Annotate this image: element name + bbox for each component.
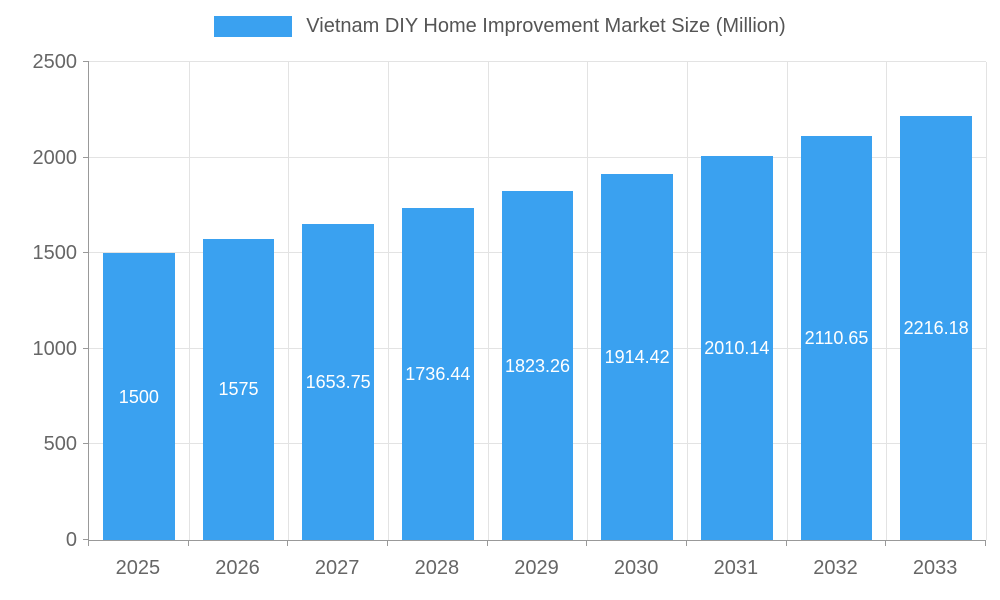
x-tick-label: 2030	[613, 557, 659, 579]
y-tick-label: 1500	[32, 242, 78, 265]
horizontal-gridline	[89, 156, 986, 158]
bar-2027	[302, 223, 375, 540]
y-tick-label: 1000	[32, 337, 78, 360]
bar-2026	[202, 238, 275, 540]
x-tick-label: 2027	[314, 557, 360, 579]
y-tick-label: 500	[43, 433, 77, 456]
x-tick-label: 2031	[713, 557, 759, 579]
y-axis-tick	[83, 61, 89, 62]
x-tick-label: 2029	[514, 557, 559, 579]
bar-value-label: 1653.75	[305, 371, 371, 392]
chart-title: Vietnam DIY Home Improvement Market Size…	[306, 14, 786, 37]
x-tick-label: 2033	[912, 557, 958, 579]
x-axis-tick	[586, 540, 588, 546]
bar-2031	[700, 155, 773, 540]
bar-value-label: 1500	[118, 386, 159, 407]
x-tick-label: 2026	[215, 557, 260, 579]
vertical-gridline	[986, 62, 987, 540]
x-axis-tick	[785, 540, 787, 546]
y-tick-label: 2000	[32, 146, 78, 169]
bar-value-label: 2216.18	[903, 318, 969, 339]
y-axis-tick	[83, 539, 89, 540]
x-tick-label: 2032	[813, 557, 858, 579]
vertical-gridline	[388, 62, 389, 540]
y-tick-label: 0	[65, 529, 77, 551]
x-tick-label: 2025	[115, 557, 161, 579]
bar-value-label: 2110.65	[804, 328, 869, 349]
bar-2032	[800, 136, 873, 540]
bar-2033	[900, 116, 973, 540]
horizontal-gridline	[89, 61, 986, 62]
y-axis-tick	[83, 156, 89, 158]
y-axis-tick	[83, 347, 89, 349]
x-tick-label: 2028	[414, 557, 460, 579]
bar-2025	[102, 253, 175, 540]
x-axis-tick	[88, 540, 89, 546]
y-axis-tick	[83, 443, 89, 445]
bar-value-label: 1736.44	[405, 364, 471, 384]
bar-value-label: 1575	[218, 379, 259, 400]
x-axis-tick	[187, 540, 189, 546]
vertical-gridline	[886, 62, 888, 540]
vertical-gridline	[587, 62, 589, 540]
bar-2029	[501, 191, 574, 540]
bar-value-label: 1823.26	[504, 355, 571, 376]
x-axis-tick	[387, 540, 388, 546]
bar-value-label: 2010.14	[704, 337, 770, 358]
vertical-gridline	[687, 62, 688, 540]
chart-legend[interactable]: Vietnam DIY Home Improvement Market Size…	[0, 12, 1000, 40]
x-axis-tick	[686, 540, 687, 546]
x-axis-tick	[885, 540, 887, 546]
y-axis-tick	[83, 252, 89, 254]
bar-value-label: 1914.42	[604, 346, 670, 367]
x-axis-tick	[287, 540, 289, 546]
legend-swatch-icon[interactable]	[214, 15, 293, 37]
x-axis: 2025 2026 2027 2028 2029 2030 2031 2032 2033	[88, 540, 986, 590]
x-axis-tick	[486, 540, 488, 546]
bar-2028	[401, 208, 474, 540]
vertical-gridline	[188, 62, 190, 540]
vertical-gridline	[288, 62, 290, 540]
x-axis-tick	[985, 540, 986, 546]
bar-2030	[601, 173, 674, 540]
vertical-gridline	[786, 62, 788, 540]
vertical-gridline	[487, 62, 489, 540]
plot-area: 0 500 1000 1500 2000 2500 1500 1575 1653.75 1736.…	[33, 52, 987, 550]
y-tick-label: 2500	[32, 51, 78, 73]
